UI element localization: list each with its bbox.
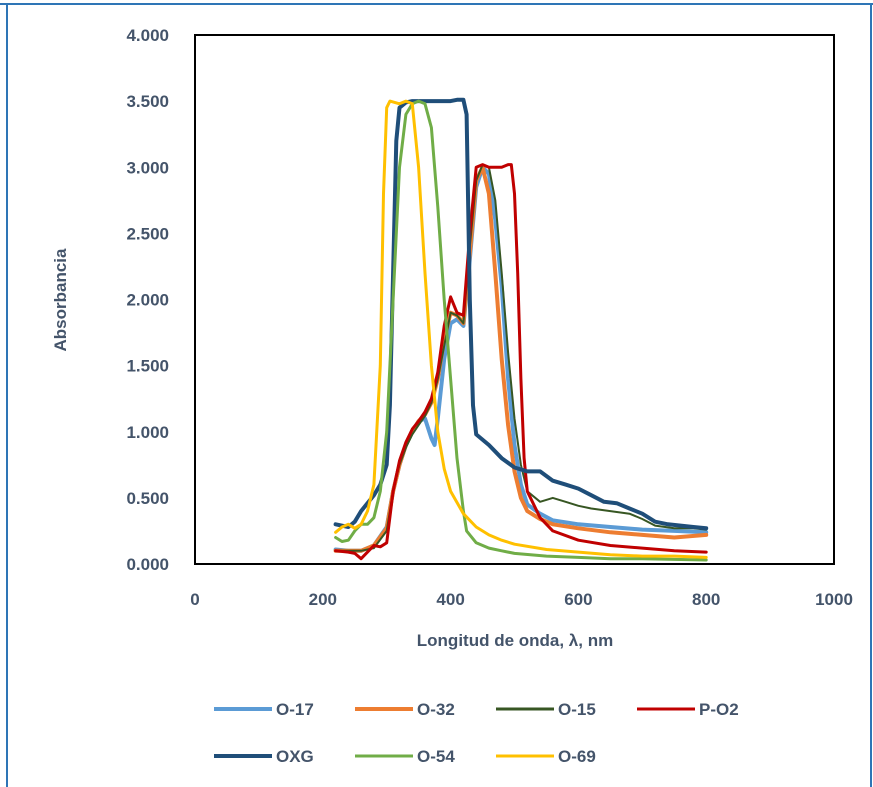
series-line-oxg: [333, 97, 709, 531]
x-tick-labels: 0 200 400 600 800 1000: [190, 590, 853, 609]
legend-label-o-17: O-17: [276, 700, 314, 719]
y-axis-title: Absorbancia: [51, 248, 70, 352]
legend: O-17 O-32 O-15 P-O2 OXG O-54 O-69: [214, 700, 739, 766]
y-tick-label: 0.000: [126, 555, 169, 574]
x-tick-label: 400: [436, 590, 464, 609]
x-axis-title: Longitud de onda, λ, nm: [417, 631, 613, 650]
x-tick-label: 0: [190, 590, 199, 609]
y-tick-label: 1.000: [126, 423, 169, 442]
legend-label-o-32: O-32: [417, 700, 455, 719]
y-tick-label: 2.500: [126, 224, 169, 243]
y-tick-label: 3.500: [126, 92, 169, 111]
plot-area: [194, 34, 835, 565]
legend-label-o-54: O-54: [417, 747, 455, 766]
legend-label-o-15: O-15: [558, 700, 596, 719]
y-tick-label: 0.500: [126, 489, 169, 508]
legend-label-o-69: O-69: [558, 747, 596, 766]
y-tick-label: 1.500: [126, 357, 169, 376]
y-tick-label: 2.000: [126, 291, 169, 310]
x-tick-label: 200: [309, 590, 337, 609]
legend-label-oxg: OXG: [276, 747, 314, 766]
series-line-o-69: [334, 99, 708, 559]
y-tick-labels: 0.000 0.500 1.000 1.500 2.000 2.500 3.000 3.500…: [126, 26, 169, 574]
x-tick-label: 600: [564, 590, 592, 609]
x-tick-label: 800: [692, 590, 720, 609]
y-tick-label: 3.000: [126, 158, 169, 177]
legend-label-p-o2: P-O2: [699, 700, 739, 719]
series-lines: [333, 97, 709, 562]
series-line-p-o2: [334, 163, 708, 561]
y-tick-label: 4.000: [126, 26, 169, 45]
x-tick-label: 1000: [815, 590, 853, 609]
series-line-o-54: [334, 99, 708, 562]
